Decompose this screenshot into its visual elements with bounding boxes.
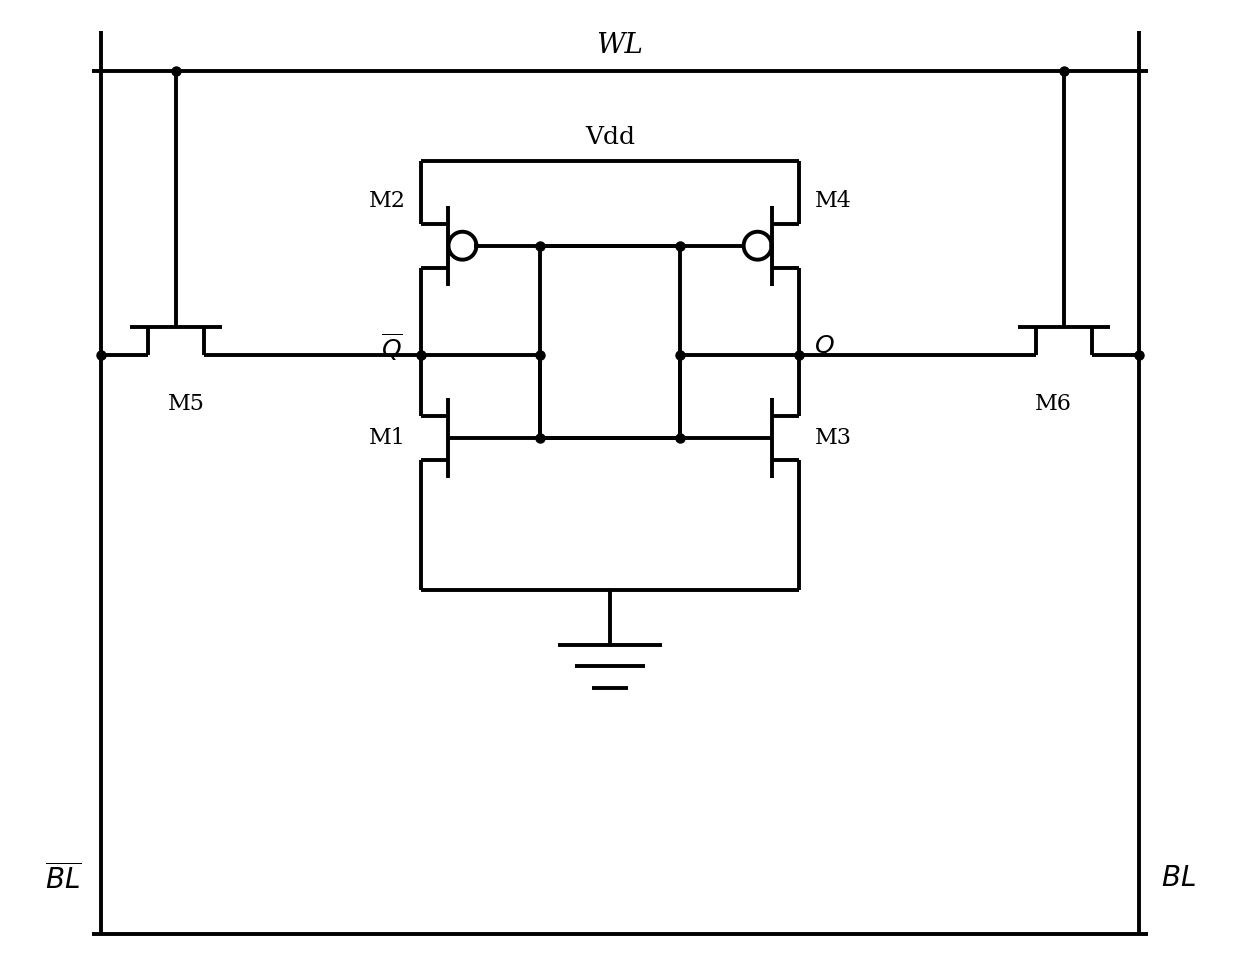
Text: $BL$: $BL$ xyxy=(1161,865,1195,893)
Text: M3: M3 xyxy=(815,426,852,449)
Text: $Q$: $Q$ xyxy=(815,333,835,358)
Text: WL: WL xyxy=(596,32,644,59)
Text: M1: M1 xyxy=(368,426,405,449)
Text: M6: M6 xyxy=(1035,393,1073,416)
Text: M4: M4 xyxy=(815,190,852,212)
Text: $\overline{Q}$: $\overline{Q}$ xyxy=(381,331,403,364)
Text: Vdd: Vdd xyxy=(585,126,635,149)
Text: $\overline{BL}$: $\overline{BL}$ xyxy=(46,863,82,895)
Text: M2: M2 xyxy=(368,190,405,212)
Text: M5: M5 xyxy=(167,393,205,416)
